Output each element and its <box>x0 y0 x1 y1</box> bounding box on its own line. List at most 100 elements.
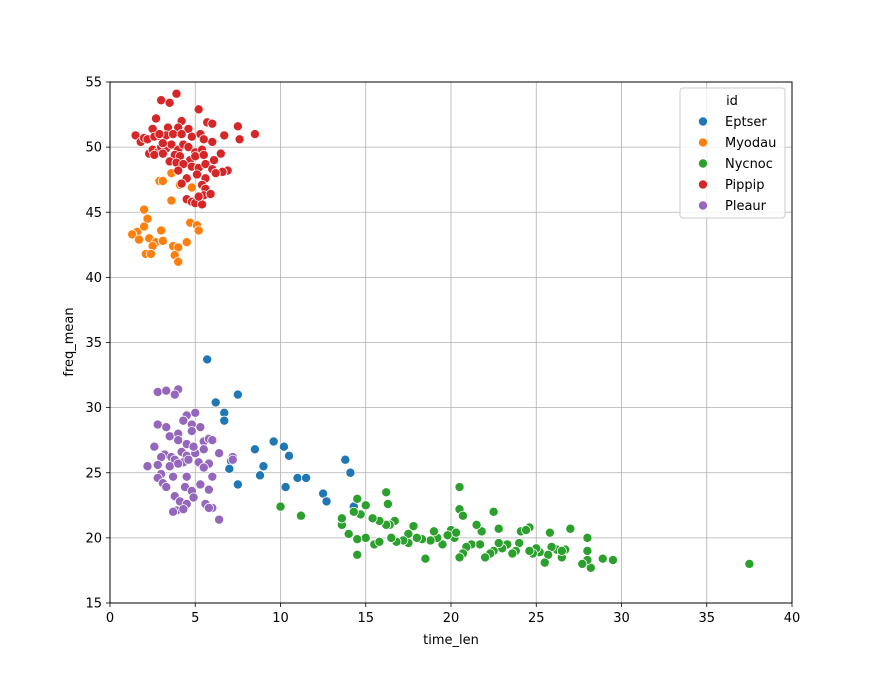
point-pippip <box>193 191 204 202</box>
point-nycnoc <box>471 519 482 530</box>
point-pleaur <box>186 426 197 437</box>
series-myodau <box>127 168 204 267</box>
point-pippip <box>156 95 167 106</box>
point-pippip <box>149 149 160 160</box>
legend-marker-pleaur <box>698 200 709 211</box>
point-eptser <box>258 461 269 472</box>
point-myodau <box>186 182 197 193</box>
x-tick-label: 5 <box>191 611 199 626</box>
y-tick-label: 50 <box>85 141 102 156</box>
legend-label-myodau: Myodau <box>725 136 776 151</box>
point-pippip <box>232 121 243 132</box>
point-pleaur <box>164 431 175 442</box>
x-axis-label: time_len <box>423 633 479 648</box>
point-nycnoc <box>451 527 462 538</box>
point-pippip <box>154 129 165 140</box>
point-pleaur <box>198 462 209 473</box>
point-pippip <box>173 165 184 176</box>
point-myodau <box>145 248 156 259</box>
point-nycnoc <box>539 557 550 568</box>
point-pippip <box>186 131 197 142</box>
point-myodau <box>133 234 144 245</box>
point-eptser <box>284 450 295 461</box>
legend-label-nycnoc: Nycnoc <box>725 157 773 172</box>
point-nycnoc <box>597 553 608 564</box>
y-axis-label: freq_mean <box>62 307 77 376</box>
point-pippip <box>207 118 218 129</box>
point-nycnoc <box>343 528 354 539</box>
y-tick-label: 55 <box>85 76 102 91</box>
legend-item-myodau: Myodau <box>698 136 776 151</box>
point-pippip <box>157 138 168 149</box>
point-pippip <box>207 136 218 147</box>
point-eptser <box>202 354 213 365</box>
point-pippip <box>151 113 162 124</box>
point-nycnoc <box>454 552 465 563</box>
point-nycnoc <box>360 532 371 543</box>
data-points <box>127 88 755 573</box>
point-pippip <box>193 104 204 115</box>
point-nycnoc <box>582 532 593 543</box>
point-myodau <box>139 204 150 215</box>
point-pippip <box>190 151 201 162</box>
point-nycnoc <box>425 535 436 546</box>
point-pippip <box>198 134 209 145</box>
point-nycnoc <box>374 536 385 547</box>
point-nycnoc <box>437 539 448 550</box>
point-myodau <box>181 237 192 248</box>
point-nycnoc <box>360 500 371 511</box>
point-eptser <box>321 496 332 507</box>
point-nycnoc <box>556 545 567 556</box>
point-nycnoc <box>454 482 465 493</box>
legend-label-pleaur: Pleaur <box>725 199 767 214</box>
point-pippip <box>183 142 194 153</box>
point-pippip <box>234 134 245 145</box>
point-pleaur <box>178 504 189 515</box>
point-nycnoc <box>411 532 422 543</box>
point-nycnoc <box>420 553 431 564</box>
y-tick-label: 40 <box>85 271 102 286</box>
point-eptser <box>280 482 291 493</box>
point-nycnoc <box>488 506 499 517</box>
point-pleaur <box>168 506 179 517</box>
point-pleaur <box>214 448 225 459</box>
point-nycnoc <box>544 527 555 538</box>
legend-label-eptser: Eptser <box>725 115 767 130</box>
point-eptser <box>219 415 230 426</box>
y-tick-label: 15 <box>85 597 102 612</box>
point-myodau <box>166 195 177 206</box>
point-pleaur <box>173 435 184 446</box>
point-pleaur <box>188 441 199 452</box>
legend-marker-myodau <box>698 137 709 148</box>
point-pleaur <box>161 385 172 396</box>
x-tick-label: 10 <box>272 611 289 626</box>
point-myodau <box>157 175 168 186</box>
point-eptser <box>255 470 266 481</box>
point-nycnoc <box>582 545 593 556</box>
point-pleaur <box>183 454 194 465</box>
point-eptser <box>268 436 279 447</box>
point-pleaur <box>214 514 225 525</box>
point-nycnoc <box>524 545 535 556</box>
legend-item-pleaur: Pleaur <box>698 199 767 214</box>
point-nycnoc <box>428 526 439 537</box>
point-eptser <box>345 467 356 478</box>
point-nycnoc <box>744 558 755 569</box>
legend: id Eptser Myodau Nycnoc Pippip Pleaur <box>679 87 786 219</box>
point-nycnoc <box>381 487 392 498</box>
point-pippip <box>157 148 168 159</box>
point-myodau <box>139 221 150 232</box>
x-tick-label: 35 <box>698 611 715 626</box>
point-pleaur <box>195 422 206 433</box>
point-myodau <box>157 235 168 246</box>
y-tick-label: 25 <box>85 466 102 481</box>
point-pippip <box>200 159 211 170</box>
legend-label-pippip: Pippip <box>725 178 765 193</box>
legend-marker-nycnoc <box>698 158 709 169</box>
point-nycnoc <box>457 510 468 521</box>
point-eptser <box>249 444 260 455</box>
point-nycnoc <box>275 501 286 512</box>
series-pippip <box>130 88 260 210</box>
point-eptser <box>232 389 243 400</box>
